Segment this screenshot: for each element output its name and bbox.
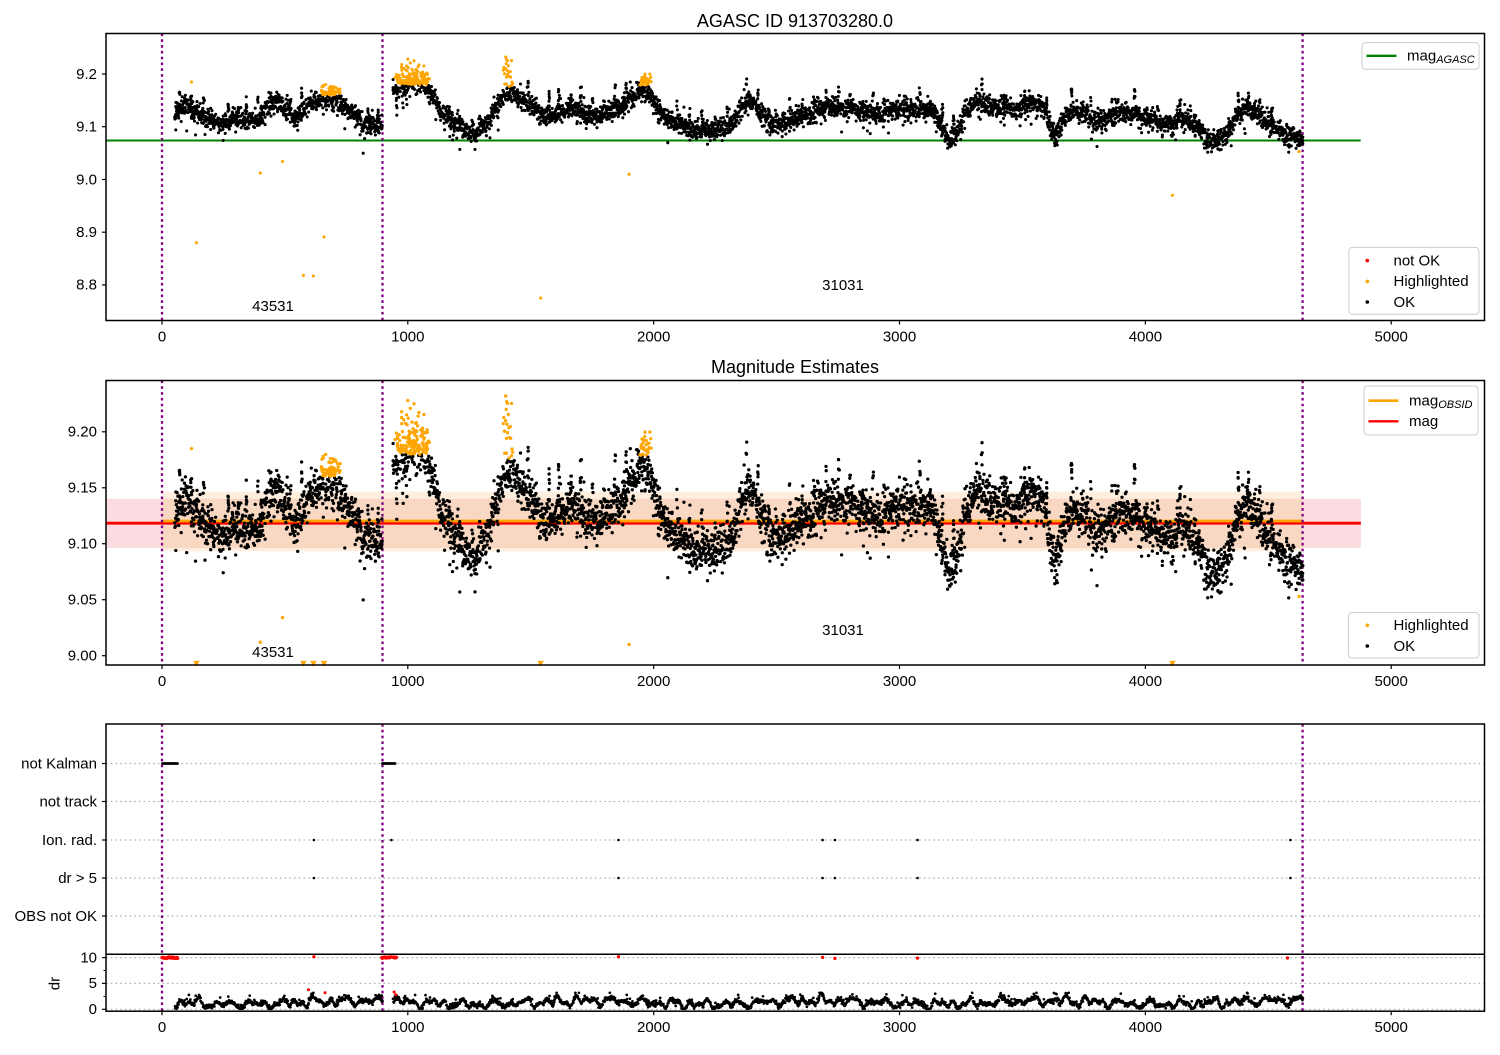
svg-text:2000: 2000 — [637, 329, 670, 346]
svg-text:5: 5 — [89, 975, 97, 992]
svg-text:Magnitude Estimates: Magnitude Estimates — [711, 357, 879, 377]
svg-text:2000: 2000 — [637, 1019, 670, 1036]
svg-text:0: 0 — [158, 1019, 166, 1036]
svg-text:OBS not OK: OBS not OK — [14, 908, 97, 925]
svg-text:3000: 3000 — [883, 329, 916, 346]
svg-text:9.05: 9.05 — [68, 592, 97, 609]
svg-text:9.0: 9.0 — [76, 171, 97, 188]
svg-text:10: 10 — [80, 949, 97, 966]
svg-text:9.15: 9.15 — [68, 480, 97, 497]
svg-text:4000: 4000 — [1129, 329, 1162, 346]
svg-text:4000: 4000 — [1129, 1019, 1162, 1036]
svg-text:31031: 31031 — [822, 277, 864, 294]
svg-text:9.20: 9.20 — [68, 424, 97, 441]
svg-text:5000: 5000 — [1375, 329, 1408, 346]
svg-text:3000: 3000 — [883, 1019, 916, 1036]
svg-text:Highlighted: Highlighted — [1394, 273, 1469, 290]
svg-text:dr > 5: dr > 5 — [58, 870, 97, 887]
svg-text:9.2: 9.2 — [76, 66, 97, 83]
svg-text:Ion. rad.: Ion. rad. — [42, 832, 97, 849]
svg-text:9.00: 9.00 — [68, 648, 97, 665]
svg-text:1000: 1000 — [391, 673, 424, 690]
svg-text:31031: 31031 — [822, 622, 864, 639]
svg-text:4000: 4000 — [1129, 673, 1162, 690]
svg-text:5000: 5000 — [1375, 1019, 1408, 1036]
svg-text:5000: 5000 — [1375, 673, 1408, 690]
svg-text:not OK: not OK — [1394, 252, 1441, 269]
svg-text:1000: 1000 — [391, 329, 424, 346]
svg-text:Highlighted: Highlighted — [1394, 617, 1469, 634]
svg-text:OK: OK — [1394, 638, 1416, 655]
svg-text:mag: mag — [1409, 413, 1438, 430]
svg-text:dr: dr — [47, 977, 64, 990]
svg-text:3000: 3000 — [883, 673, 916, 690]
svg-text:9.1: 9.1 — [76, 119, 97, 136]
svg-text:2000: 2000 — [637, 673, 670, 690]
svg-text:43531: 43531 — [252, 298, 294, 315]
svg-text:AGASC ID 913703280.0: AGASC ID 913703280.0 — [697, 11, 893, 31]
svg-text:8.8: 8.8 — [76, 277, 97, 294]
svg-text:1000: 1000 — [391, 1019, 424, 1036]
svg-text:not track: not track — [39, 793, 97, 810]
svg-text:43531: 43531 — [252, 644, 294, 661]
svg-text:not Kalman: not Kalman — [21, 755, 97, 772]
svg-text:8.9: 8.9 — [76, 224, 97, 241]
svg-text:OK: OK — [1394, 294, 1416, 311]
svg-text:0: 0 — [158, 329, 166, 346]
svg-text:0: 0 — [89, 1001, 97, 1018]
svg-text:0: 0 — [158, 673, 166, 690]
svg-text:9.10: 9.10 — [68, 536, 97, 553]
